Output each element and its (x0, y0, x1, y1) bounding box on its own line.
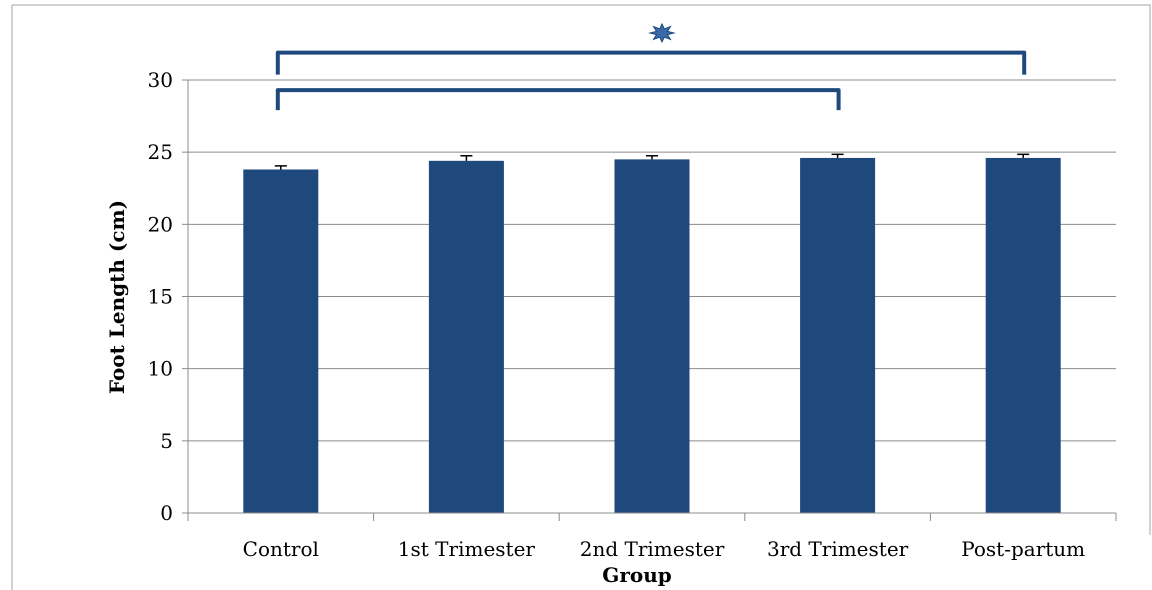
y-tick-label: 5 (160, 429, 173, 453)
chart-frame (12, 4, 1151, 535)
bar-2nd-trimester (614, 159, 690, 513)
y-axis-title: Foot Length (cm) (105, 200, 129, 394)
bars (243, 153, 1061, 513)
bar-post-partum (985, 157, 1061, 513)
y-tick-label: 0 (160, 501, 173, 525)
y-tick-label: 15 (148, 285, 173, 309)
annotations (275, 22, 1027, 111)
y-tick-label: 20 (148, 212, 173, 236)
bar-1st-trimester (428, 160, 504, 513)
significance-star-icon (648, 22, 676, 44)
x-axis-title: Group (602, 563, 671, 587)
y-tick-label: 10 (148, 357, 173, 381)
y-tick-label: 25 (148, 140, 173, 164)
significance-bracket (275, 50, 1027, 75)
x-tick-label: 3rd Trimester (767, 537, 909, 561)
x-tick-label: 2nd Trimester (580, 537, 725, 561)
x-tick-label: Control (243, 537, 319, 561)
y-tick-label: 30 (148, 68, 173, 92)
bar-control (243, 169, 319, 513)
x-tick-label: Post-partum (961, 537, 1085, 561)
significance-bracket (275, 88, 841, 111)
bar-3rd-trimester (800, 157, 876, 513)
axes: 0 5 10 15 20 25 30 Control 1st Trimester 2nd Trim… (148, 68, 1117, 561)
x-tick-label: 1st Trimester (398, 537, 536, 561)
